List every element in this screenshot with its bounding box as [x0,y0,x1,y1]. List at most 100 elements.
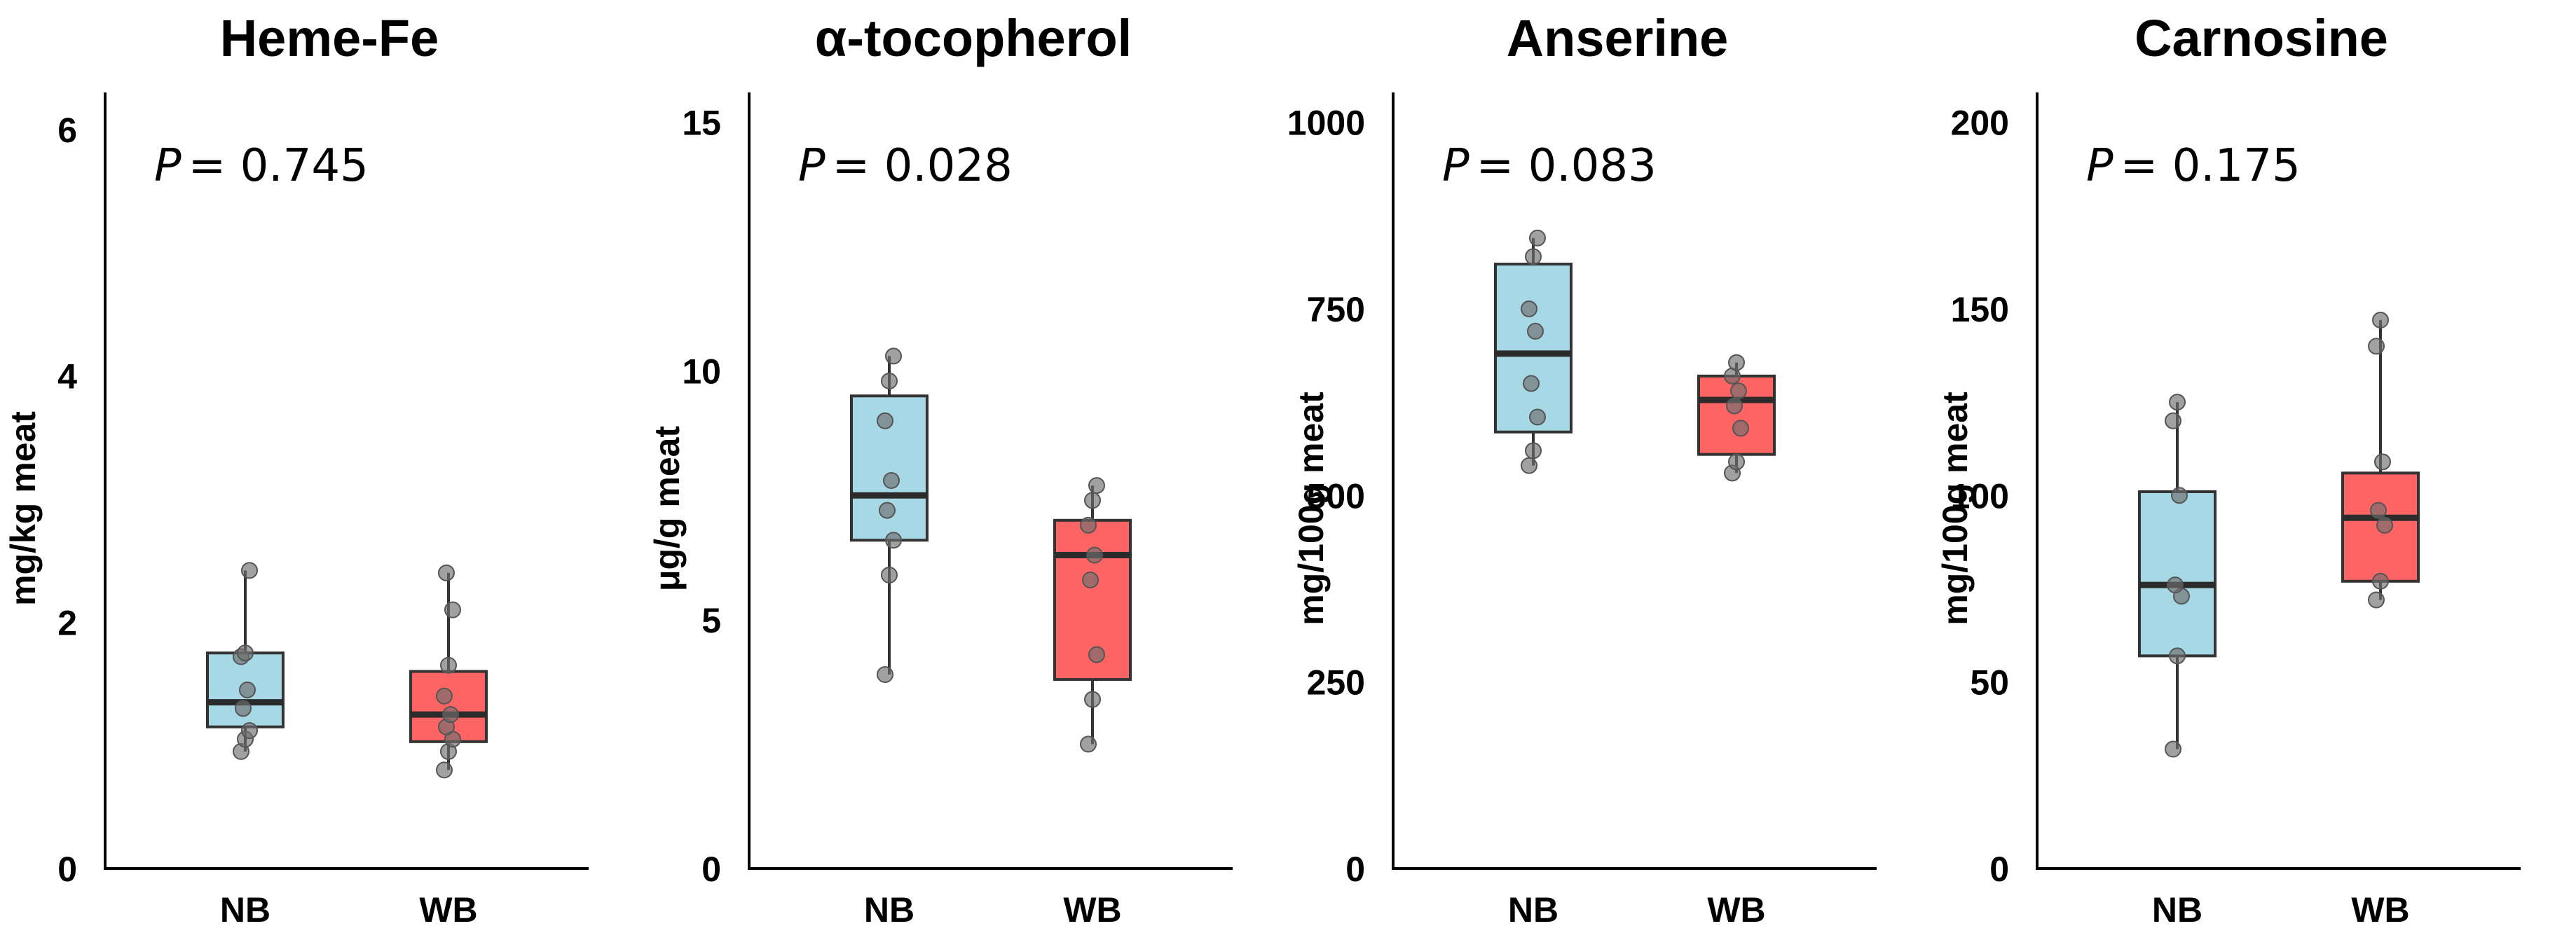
data-point [877,412,893,429]
y-tick-label: 500 [1307,476,1365,516]
box-NB [1494,229,1573,474]
x-tick-label: WB [1707,890,1765,929]
p-value: = 0.028 [833,140,1013,192]
data-point [2370,502,2387,519]
box-WB [409,564,488,779]
box-NB [206,562,285,760]
x-tick-label: NB [864,890,914,929]
data-point [1529,229,1546,247]
p-value-annotation: P = 0.175 [2086,140,2301,192]
data-point [2165,412,2181,429]
data-point [1525,442,1542,459]
data-point [239,681,256,698]
data-point [1728,453,1745,471]
y-tick-label: 750 [1307,290,1365,329]
panel-0: Heme-Fe mg/kg meat 0 2 4 6 NB WB P = 0.745 [4,9,589,929]
x-tick-label: NB [2152,890,2202,929]
data-point [2167,576,2184,594]
data-point [2171,487,2188,504]
box-NB [2138,394,2217,758]
data-point [881,372,898,389]
data-point [1523,375,1540,392]
data-point [1088,477,1105,495]
p-label: P [2086,140,2113,192]
y-tick-label: 200 [1951,104,2009,143]
data-point [1080,735,1097,753]
panel-2: Anserine mg/100g meat 0 250 500 750 1000 NB WB P =… [1287,9,1877,929]
data-point [1080,516,1097,534]
x-tick-label: WB [419,890,477,929]
box-WB [1053,477,1132,753]
data-point [1088,646,1105,663]
y-tick-label: 0 [701,850,721,889]
data-point [1521,457,1537,474]
data-point [879,502,896,519]
data-point [1084,691,1101,708]
y-tick-label: 150 [1951,290,2009,329]
data-point [237,644,254,662]
p-value-annotation: P = 0.745 [154,140,369,192]
panel-1: α-tocopherol μg/g meat 0 5 10 15 NB WB P = 0.028 [648,9,1233,929]
data-point [436,687,453,705]
panel-title: Anserine [1507,9,1729,67]
data-point [2165,740,2181,758]
panel-3: Carnosine mg/100g meat 0 50 100 150 200 NB WB P = … [1936,9,2521,929]
data-point [444,601,461,618]
x-tick-label: WB [1063,890,1121,929]
y-tick-label: 2 [57,603,77,642]
data-point [442,706,459,724]
data-point [1726,397,1743,415]
data-point [2368,338,2385,355]
data-point [1730,382,1747,400]
y-axis-label: mg/100g meat [1292,392,1331,626]
p-label: P [154,140,181,192]
y-tick-label: 4 [57,357,77,396]
box-WB [1697,354,1776,482]
data-point [241,722,258,740]
y-axis-label: mg/kg meat [4,411,43,606]
data-point [885,347,902,365]
box-iqr [2138,490,2217,658]
data-point [2372,311,2389,329]
data-point [436,761,453,779]
y-axis-label: μg/g meat [648,426,687,592]
box-NB [850,347,929,683]
data-point [1732,420,1749,437]
box-iqr [1494,263,1573,434]
y-tick-label: 5 [701,601,721,640]
data-point [1525,248,1542,265]
data-point [2368,591,2385,609]
data-point [877,666,893,683]
y-axis-label: mg/100g meat [1936,392,1975,626]
p-value: = 0.083 [1477,140,1657,192]
y-tick-label: 250 [1307,663,1365,703]
y-tick-label: 0 [57,850,77,889]
y-tick-label: 10 [682,352,721,392]
x-tick-label: NB [1508,890,1558,929]
data-point [1728,354,1745,371]
panel-title: Carnosine [2135,9,2388,67]
p-label: P [1442,140,1469,192]
data-point [1082,572,1099,589]
data-point [440,656,457,674]
p-value-annotation: P = 0.083 [1442,140,1657,192]
y-tick-label: 50 [1970,663,2009,703]
data-point [2169,647,2186,665]
y-tick-label: 6 [57,111,77,150]
data-point [235,700,252,717]
data-point [2372,572,2389,590]
x-tick-label: NB [220,890,270,929]
data-point [241,562,258,579]
data-point [1529,408,1546,426]
data-point [2376,516,2393,534]
box-WB [2341,311,2420,609]
p-label: P [798,140,825,192]
x-tick-label: WB [2351,890,2409,929]
y-tick-label: 0 [1345,850,1365,889]
data-point [1521,300,1537,317]
data-point [438,564,455,581]
data-point [1084,492,1101,509]
panel-title: α-tocopherol [815,9,1132,67]
